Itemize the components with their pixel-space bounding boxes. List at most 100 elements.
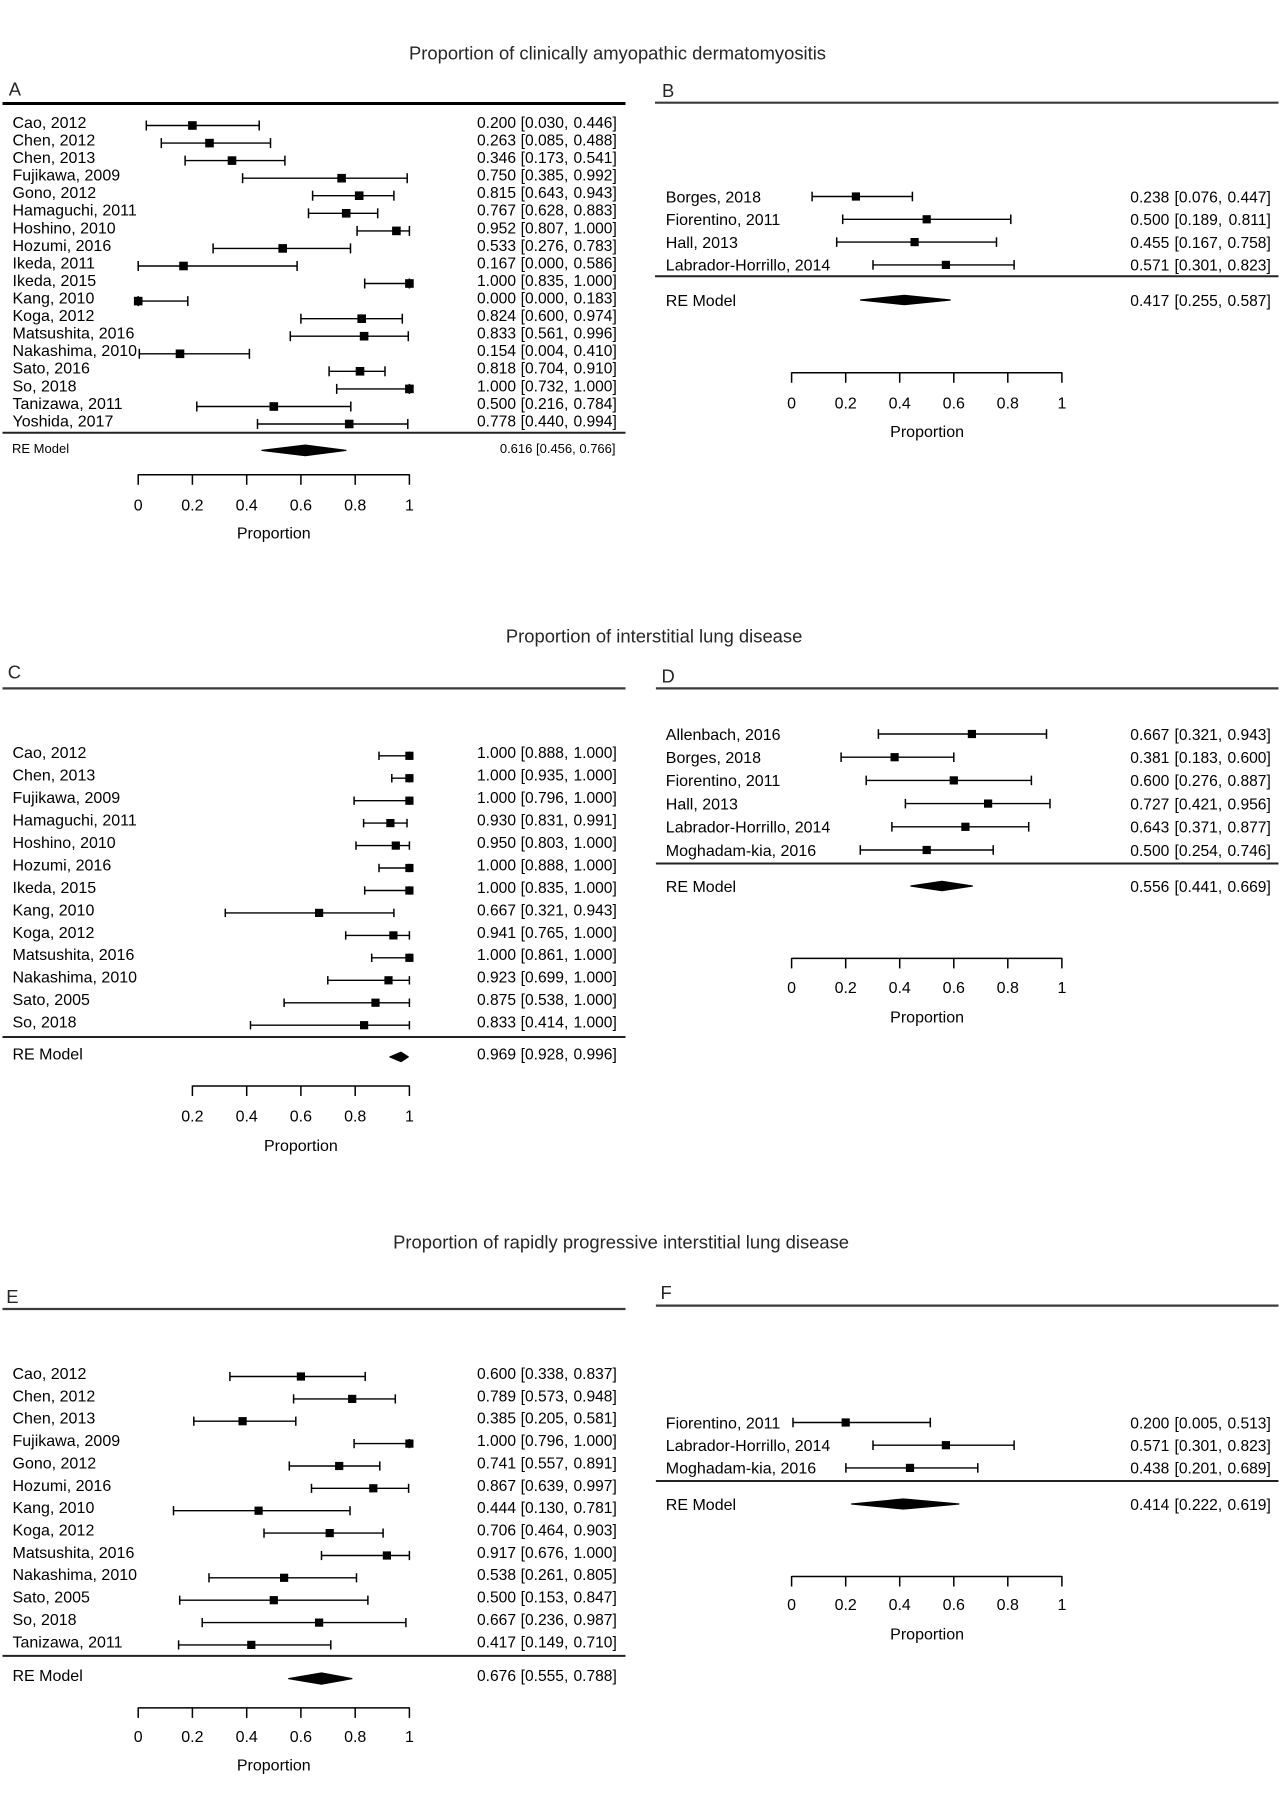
- svg-text:0.788]: 0.788]: [573, 1668, 616, 1685]
- svg-text:0: 0: [787, 395, 796, 412]
- svg-text:[0.205,: [0.205,: [521, 1411, 569, 1428]
- svg-text:0.996]: 0.996]: [573, 326, 616, 343]
- svg-text:[0.254,: [0.254,: [1175, 843, 1223, 860]
- svg-text:[0.130,: [0.130,: [521, 1500, 569, 1517]
- svg-text:Fiorentino, 2011: Fiorentino, 2011: [666, 212, 781, 229]
- svg-text:Fujikawa, 2009: Fujikawa, 2009: [13, 1433, 121, 1450]
- svg-text:0.541]: 0.541]: [573, 150, 616, 167]
- svg-text:0.996]: 0.996]: [573, 1047, 616, 1064]
- svg-text:Tanizawa, 2011: Tanizawa, 2011: [13, 396, 123, 413]
- svg-text:0.600]: 0.600]: [1227, 750, 1270, 767]
- svg-text:0.238: 0.238: [1130, 189, 1169, 206]
- svg-text:1: 1: [1057, 395, 1066, 412]
- svg-text:[0.573,: [0.573,: [521, 1388, 569, 1405]
- svg-text:0.818: 0.818: [477, 361, 516, 378]
- svg-text:Proportion: Proportion: [237, 1757, 311, 1774]
- svg-text:0: 0: [787, 1597, 796, 1614]
- svg-text:[0.167,: [0.167,: [1175, 235, 1223, 252]
- svg-text:1: 1: [405, 1108, 414, 1125]
- svg-text:0.619]: 0.619]: [1227, 1497, 1270, 1514]
- svg-text:0.8: 0.8: [997, 395, 1019, 412]
- svg-text:1.000: 1.000: [477, 378, 516, 395]
- svg-text:0.581]: 0.581]: [573, 1411, 616, 1428]
- svg-text:0.385: 0.385: [477, 1411, 516, 1428]
- svg-text:Proportion: Proportion: [890, 1009, 964, 1026]
- svg-text:0.847]: 0.847]: [573, 1590, 616, 1607]
- svg-text:1.000: 1.000: [477, 273, 516, 290]
- svg-text:0.414: 0.414: [1130, 1497, 1169, 1514]
- svg-text:Kang, 2010: Kang, 2010: [13, 291, 95, 308]
- svg-text:0.824: 0.824: [477, 308, 516, 325]
- svg-text:Proportion of rapidly progress: Proportion of rapidly progressive inters…: [393, 1232, 849, 1253]
- svg-text:RE Model: RE Model: [13, 1668, 83, 1685]
- svg-text:[0.561,: [0.561,: [521, 326, 569, 343]
- svg-text:0.2: 0.2: [835, 980, 857, 997]
- svg-text:Hoshino, 2010: Hoshino, 2010: [13, 220, 116, 237]
- svg-text:1.000: 1.000: [477, 790, 516, 807]
- svg-text:0: 0: [134, 498, 143, 515]
- svg-text:Fujikawa, 2009: Fujikawa, 2009: [13, 790, 121, 807]
- svg-text:0.447]: 0.447]: [1227, 189, 1270, 206]
- svg-text:1.000]: 1.000]: [573, 970, 616, 987]
- svg-text:0.154: 0.154: [477, 343, 516, 360]
- svg-text:0.556: 0.556: [1130, 879, 1169, 896]
- svg-text:Matsushita, 2016: Matsushita, 2016: [13, 326, 135, 343]
- svg-text:0.956]: 0.956]: [1227, 796, 1270, 813]
- svg-text:[0.888,: [0.888,: [521, 745, 569, 762]
- svg-text:0.887]: 0.887]: [1227, 773, 1270, 790]
- svg-text:1: 1: [405, 1729, 414, 1746]
- svg-text:Matsushita, 2016: Matsushita, 2016: [13, 947, 135, 964]
- svg-text:0.706: 0.706: [477, 1523, 516, 1540]
- svg-text:0.4: 0.4: [236, 1108, 258, 1125]
- svg-text:0.778: 0.778: [477, 413, 516, 430]
- svg-text:Moghadam-kia, 2016: Moghadam-kia, 2016: [666, 843, 816, 860]
- svg-text:0.837]: 0.837]: [573, 1366, 616, 1383]
- svg-text:Borges, 2018: Borges, 2018: [666, 189, 761, 206]
- svg-text:[0.261,: [0.261,: [521, 1567, 569, 1584]
- svg-text:Ikeda, 2015: Ikeda, 2015: [13, 880, 97, 897]
- svg-text:1: 1: [1057, 1597, 1066, 1614]
- svg-text:[0.704,: [0.704,: [521, 361, 569, 378]
- svg-text:[0.935,: [0.935,: [521, 768, 569, 785]
- svg-text:Cao, 2012: Cao, 2012: [13, 115, 87, 132]
- svg-text:[0.464,: [0.464,: [521, 1523, 569, 1540]
- svg-text:0.444: 0.444: [477, 1500, 516, 1517]
- svg-text:0.8: 0.8: [344, 498, 366, 515]
- svg-text:B: B: [662, 80, 674, 101]
- svg-text:Sato, 2016: Sato, 2016: [13, 361, 91, 378]
- svg-text:[0.538,: [0.538,: [521, 992, 569, 1009]
- svg-text:0.500: 0.500: [1130, 843, 1169, 860]
- svg-text:[0.555,: [0.555,: [521, 1668, 569, 1685]
- svg-text:D: D: [662, 666, 675, 687]
- svg-text:[0.600,: [0.600,: [521, 308, 569, 325]
- svg-text:[0.803,: [0.803,: [521, 835, 569, 852]
- svg-text:[0.321,: [0.321,: [521, 902, 569, 919]
- svg-text:[0.639,: [0.639,: [521, 1478, 569, 1495]
- svg-text:Borges, 2018: Borges, 2018: [666, 750, 761, 767]
- svg-text:0.438: 0.438: [1130, 1461, 1169, 1478]
- svg-text:So, 2018: So, 2018: [13, 1612, 77, 1629]
- svg-text:0.669]: 0.669]: [1227, 879, 1270, 896]
- svg-text:0.2: 0.2: [181, 1108, 203, 1125]
- svg-text:0.805]: 0.805]: [573, 1567, 616, 1584]
- svg-text:0.513]: 0.513]: [1227, 1415, 1270, 1432]
- svg-text:Proportion of clinically amyop: Proportion of clinically amyopathic derm…: [409, 43, 826, 64]
- svg-text:[0.831,: [0.831,: [521, 813, 569, 830]
- svg-text:0.571: 0.571: [1130, 258, 1169, 275]
- svg-text:[0.000,: [0.000,: [521, 291, 569, 308]
- svg-text:Labrador-Horrillo, 2014: Labrador-Horrillo, 2014: [666, 820, 831, 837]
- svg-text:[0.385,: [0.385,: [521, 168, 569, 185]
- svg-text:0.446]: 0.446]: [573, 115, 616, 132]
- svg-text:Hozumi, 2016: Hozumi, 2016: [13, 238, 112, 255]
- svg-text:0.8: 0.8: [997, 1597, 1019, 1614]
- svg-text:0.167: 0.167: [477, 255, 516, 272]
- svg-text:0.500: 0.500: [1130, 212, 1169, 229]
- svg-text:0.676: 0.676: [477, 1668, 516, 1685]
- svg-text:Proportion: Proportion: [890, 1627, 964, 1644]
- svg-text:0.6: 0.6: [943, 1597, 965, 1614]
- svg-text:Gono, 2012: Gono, 2012: [13, 185, 97, 202]
- svg-text:E: E: [6, 1286, 18, 1307]
- svg-text:Chen, 2013: Chen, 2013: [13, 150, 96, 167]
- svg-text:0.000: 0.000: [477, 291, 516, 308]
- svg-text:1.000: 1.000: [477, 745, 516, 762]
